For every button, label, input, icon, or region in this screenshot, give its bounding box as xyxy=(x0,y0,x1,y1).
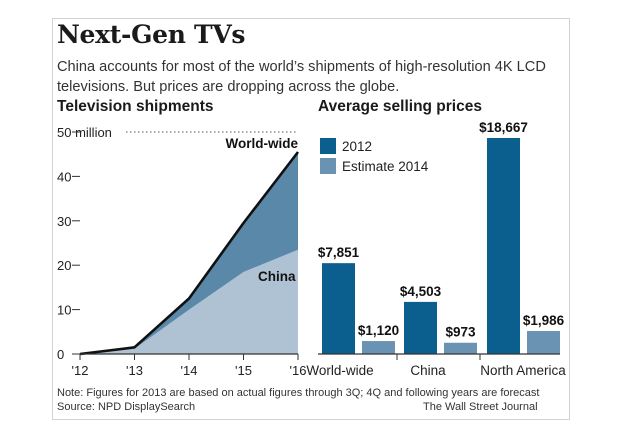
x-tick-label: '16 xyxy=(290,363,307,378)
area-china xyxy=(80,249,298,354)
data-label-2014: $973 xyxy=(445,325,476,340)
x-tick-label: '15 xyxy=(235,363,252,378)
category-label: North America xyxy=(480,363,566,378)
legend-swatch-2012 xyxy=(320,138,336,154)
series-label-world-wide: World-wide xyxy=(226,136,299,151)
legend-label-2014: Estimate 2014 xyxy=(342,159,429,174)
series-label-china: China xyxy=(258,269,296,284)
dek: China accounts for most of the world’s s… xyxy=(57,59,546,95)
data-label-2012: $4,503 xyxy=(400,284,442,299)
x-tick-label: '13 xyxy=(126,363,143,378)
bar-2012 xyxy=(487,138,520,354)
footnote: Note: Figures for 2013 are based on actu… xyxy=(57,387,540,399)
shipments-chart-title: Television shipments xyxy=(57,98,214,115)
credit-line: The Wall Street Journal xyxy=(423,401,538,413)
category-label: World-wide xyxy=(306,363,373,378)
category-label: China xyxy=(410,363,446,378)
legend-label-2012: 2012 xyxy=(342,139,372,154)
legend-swatch-2014 xyxy=(320,158,336,174)
bar-estimate-2014 xyxy=(362,341,395,354)
prices-chart-title: Average selling prices xyxy=(318,98,482,115)
x-tick-label: '12 xyxy=(72,363,89,378)
bar-estimate-2014 xyxy=(527,331,560,354)
y-tick-label: 20 xyxy=(57,258,71,273)
y-tick-label: 30 xyxy=(57,214,71,229)
x-tick-label: '14 xyxy=(181,363,198,378)
bar-2012 xyxy=(404,301,437,354)
data-label-2012: $7,851 xyxy=(318,245,360,260)
source-note: Source: NPD DisplaySearch xyxy=(57,401,196,413)
y-tick-label: 50 million xyxy=(57,125,112,140)
headline: Next-Gen TVs xyxy=(57,20,246,49)
data-label-2014: $1,986 xyxy=(523,313,565,328)
y-tick-label: 10 xyxy=(57,303,71,318)
y-tick-label: 0 xyxy=(57,347,64,362)
bar-2012 xyxy=(322,263,355,354)
y-tick-label: 40 xyxy=(57,169,71,184)
data-label-2012: $18,667 xyxy=(479,120,528,135)
data-label-2014: $1,120 xyxy=(358,323,399,338)
bar-estimate-2014 xyxy=(444,342,477,354)
